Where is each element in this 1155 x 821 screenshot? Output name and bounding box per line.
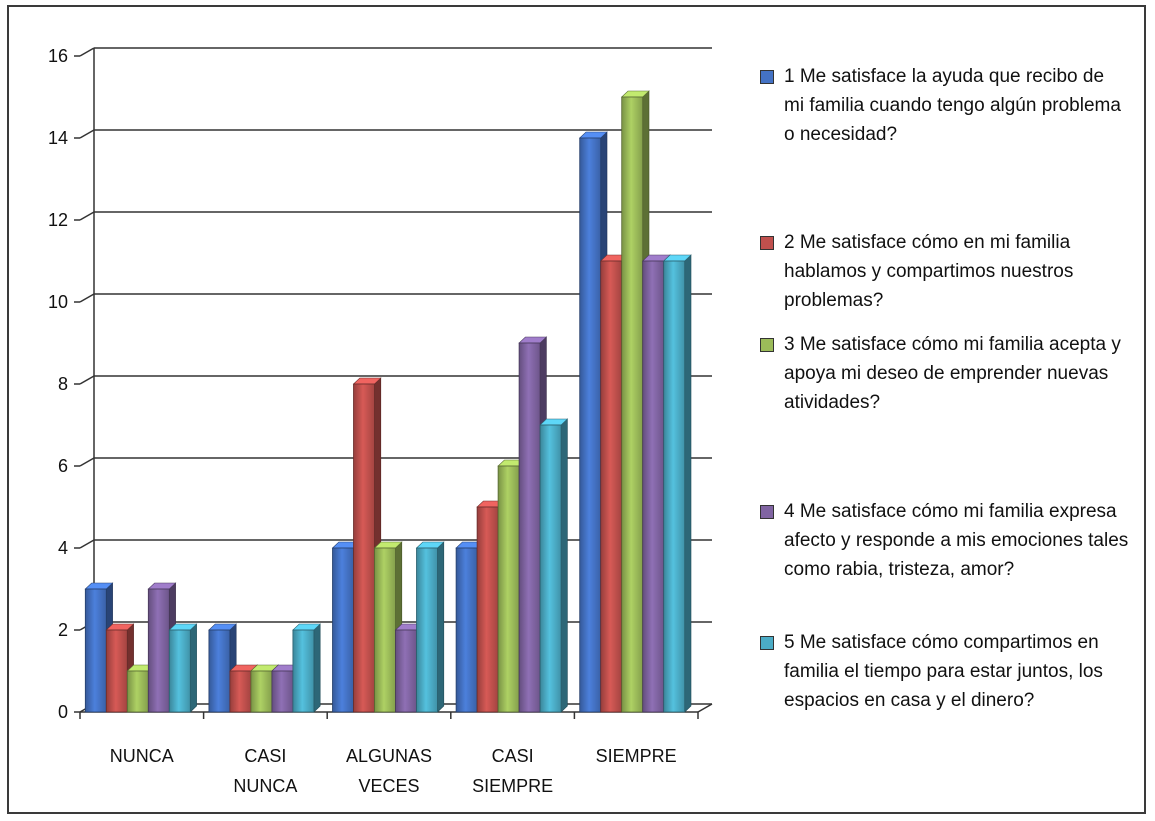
bar [663,260,686,713]
bar [539,424,562,713]
bar [600,260,623,713]
legend-swatch [760,338,774,352]
bar [84,588,107,713]
bar [292,629,315,713]
bar-side [560,418,568,713]
y-tick-label: 14 [48,128,68,148]
legend-swatch [760,636,774,650]
bar [229,670,252,713]
x-tick-label: NUNCA [110,746,174,766]
bar [395,629,417,713]
gridline-stub [79,293,95,303]
bar [476,506,499,713]
bar-side [437,541,445,713]
bar-side [313,623,321,713]
bar [250,670,273,713]
x-tick-label: SIEMPRE [472,776,553,796]
legend-swatch [760,70,774,84]
bar [621,96,644,713]
y-tick-label: 6 [58,456,68,476]
legend-label: 1 Me satisface la ayuda que recibo de mi… [784,66,1121,145]
bar [374,547,396,713]
bar [353,383,375,713]
legend-label: 2 Me satisface cómo en mi familia hablam… [784,232,1074,311]
y-tick-label: 10 [48,292,68,312]
x-tick-label: NUNCA [233,776,297,796]
bar-side [684,254,692,713]
bar [147,588,170,713]
y-tick-label: 8 [58,374,68,394]
y-tick-label: 4 [58,538,68,558]
bar [271,670,294,713]
x-tick-label: SIEMPRE [596,746,677,766]
bar [579,137,602,713]
x-tick-label: ALGUNAS [346,746,432,766]
bar [105,629,128,713]
gridline-stub [79,47,95,57]
bar [416,547,438,713]
bar [208,629,231,713]
bar [126,670,149,713]
gridline-stub [79,211,95,221]
x-tick-label: VECES [358,776,419,796]
bar [168,629,191,713]
gridline-stub [79,129,95,139]
x-axis-end [697,703,713,713]
bar [332,547,354,713]
gridline-stub [79,539,95,549]
x-tick-label: CASI [244,746,286,766]
bar [455,547,478,713]
bar [518,342,541,713]
bar-side [190,623,197,713]
legend-swatch [760,505,774,519]
bar [642,260,665,713]
x-tick-label: CASI [492,746,534,766]
y-tick-label: 16 [48,46,68,66]
legend-label: 3 Me satisface cómo mi familia acepta y … [784,334,1121,413]
gridline-stub [79,457,95,467]
y-tick-label: 2 [58,620,68,640]
gridline-stub [79,375,95,385]
bar [497,465,520,713]
legend-swatch [760,236,774,250]
legend-label: 4 Me satisface cómo mi familia expresa a… [784,501,1129,580]
y-tick-label: 12 [48,210,68,230]
y-tick-label: 0 [58,702,68,722]
legend-label: 5 Me satisface cómo compartimos en famil… [784,632,1103,711]
